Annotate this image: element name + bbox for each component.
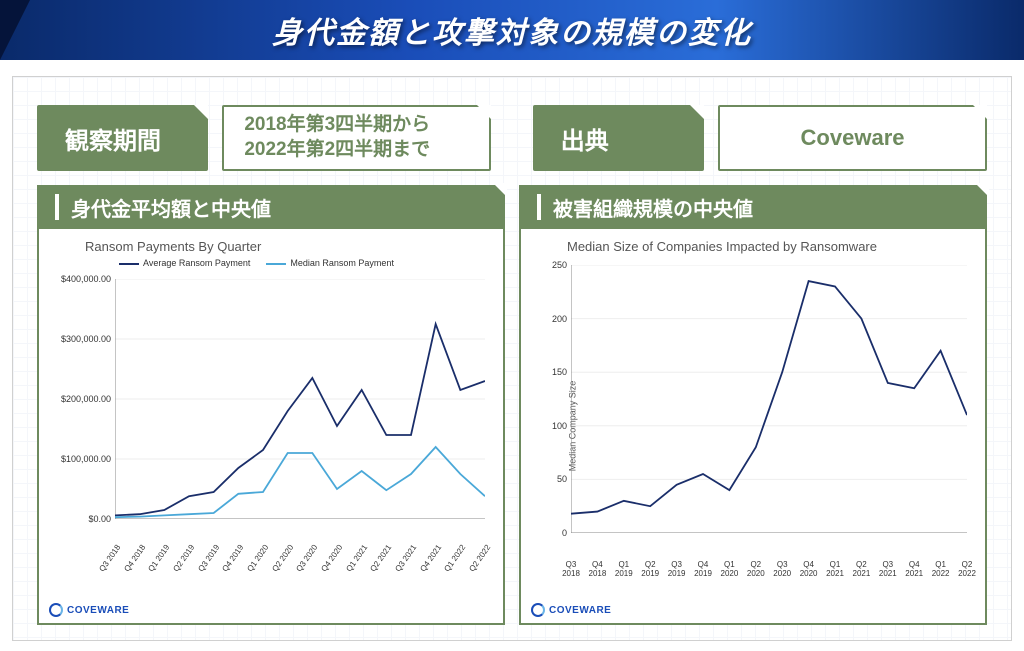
brand-ring-icon — [531, 603, 545, 617]
left-y-ticks: $0.00$100,000.00$200,000.00$300,000.00$4… — [39, 279, 115, 519]
period-line2: 2022年第2四半期まで — [244, 138, 430, 163]
period-label-pill: 観察期間 — [37, 105, 208, 171]
left-heading: 身代金平均額と中央値 — [71, 193, 271, 222]
header-accent-bar — [537, 194, 541, 220]
info-row: 観察期間 2018年第3四半期から 2022年第2四半期まで 出典 Covewa… — [37, 105, 987, 171]
right-y-ticks: 050100150200250 — [521, 265, 571, 533]
charts-row: 身代金平均額と中央値 Ransom Payments By Quarter Av… — [37, 185, 987, 625]
period-line1: 2018年第3四半期から — [244, 113, 430, 138]
left-chart-box: Ransom Payments By Quarter Average Ranso… — [37, 229, 505, 625]
period-label: 観察期間 — [65, 121, 161, 156]
period-value-pill: 2018年第3四半期から 2022年第2四半期まで — [222, 105, 491, 171]
header-accent-bar — [55, 194, 59, 220]
source-label-pill: 出典 — [533, 105, 704, 171]
left-chart-title: Ransom Payments By Quarter — [39, 229, 503, 258]
right-heading: 被害組織規模の中央値 — [553, 193, 753, 222]
left-section-header: 身代金平均額と中央値 — [37, 185, 505, 229]
right-section: 被害組織規模の中央値 Median Size of Companies Impa… — [519, 185, 987, 625]
right-brand: COVEWARE — [531, 603, 611, 617]
brand-ring-icon — [49, 603, 63, 617]
right-x-ticks: Q32018Q42018Q12019Q22019Q32019Q42019Q120… — [571, 559, 967, 599]
right-section-header: 被害組織規模の中央値 — [519, 185, 987, 229]
left-brand: COVEWARE — [49, 603, 129, 617]
source-label: 出典 — [561, 121, 609, 156]
left-x-ticks: Q3 2018Q4 2018Q1 2019Q2 2019Q3 2019Q4 20… — [115, 539, 485, 599]
header-bar: 身代金額と攻撃対象の規模の変化 — [0, 0, 1024, 60]
right-brand-text: COVEWARE — [549, 605, 611, 616]
right-chart-box: Median Size of Companies Impacted by Ran… — [519, 229, 987, 625]
source-value-pill: Coveware — [718, 105, 987, 171]
right-chart-svg — [571, 265, 967, 533]
page-title: 身代金額と攻撃対象の規模の変化 — [272, 8, 752, 52]
left-chart-svg — [115, 279, 485, 519]
left-section: 身代金平均額と中央値 Ransom Payments By Quarter Av… — [37, 185, 505, 625]
left-brand-text: COVEWARE — [67, 605, 129, 616]
content-panel: 観察期間 2018年第3四半期から 2022年第2四半期まで 出典 Covewa… — [12, 76, 1012, 641]
left-legend: Average Ransom PaymentMedian Ransom Paym… — [39, 258, 503, 272]
source-value: Coveware — [801, 124, 905, 153]
right-chart-title: Median Size of Companies Impacted by Ran… — [521, 229, 985, 258]
